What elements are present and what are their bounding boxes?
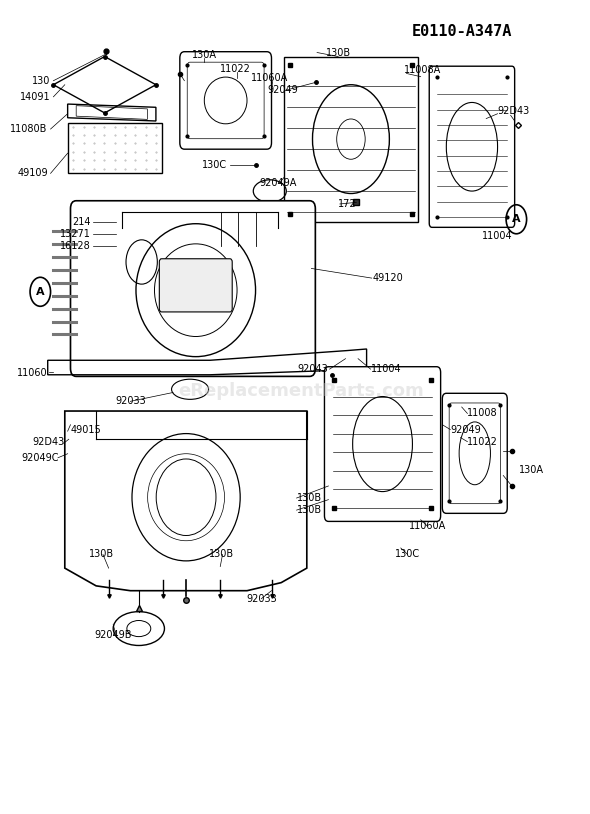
- Text: 92049C: 92049C: [22, 453, 59, 462]
- FancyBboxPatch shape: [442, 393, 507, 514]
- FancyBboxPatch shape: [449, 403, 500, 504]
- Text: 11008A: 11008A: [404, 65, 441, 75]
- Text: 11080B: 11080B: [11, 124, 48, 134]
- Text: 11022: 11022: [467, 436, 499, 447]
- Text: 130B: 130B: [326, 47, 350, 58]
- Text: A: A: [512, 214, 520, 225]
- Text: 92D43: 92D43: [497, 106, 530, 116]
- Text: 92049B: 92049B: [94, 630, 132, 640]
- Text: 92043: 92043: [298, 364, 329, 374]
- Text: 130C: 130C: [395, 549, 420, 559]
- Text: 49015: 49015: [71, 425, 102, 435]
- Text: 16128: 16128: [60, 241, 90, 251]
- Text: 130B: 130B: [297, 493, 322, 503]
- Text: 11004: 11004: [371, 364, 401, 374]
- Text: 11008: 11008: [467, 409, 498, 418]
- FancyBboxPatch shape: [430, 66, 514, 227]
- Text: 172: 172: [338, 199, 357, 209]
- Text: 130B: 130B: [209, 549, 234, 559]
- Text: 130A: 130A: [519, 465, 543, 475]
- Text: 92049: 92049: [267, 85, 299, 95]
- Text: 11060A: 11060A: [251, 73, 289, 83]
- Text: 92033: 92033: [115, 396, 146, 406]
- Text: 14091: 14091: [20, 92, 51, 102]
- Text: E0110-A347A: E0110-A347A: [411, 24, 512, 39]
- Text: 49109: 49109: [17, 168, 48, 178]
- Text: A: A: [36, 287, 45, 297]
- FancyBboxPatch shape: [324, 367, 441, 522]
- Text: 92049A: 92049A: [260, 178, 297, 188]
- Text: 130C: 130C: [202, 160, 227, 170]
- Text: 92049: 92049: [450, 425, 481, 435]
- Text: 11060: 11060: [17, 368, 48, 379]
- Text: 49120: 49120: [372, 273, 403, 283]
- FancyBboxPatch shape: [68, 124, 162, 173]
- Text: 130B: 130B: [89, 549, 114, 559]
- Text: 130B: 130B: [297, 505, 322, 515]
- Text: 13271: 13271: [60, 229, 90, 239]
- Text: 11060A: 11060A: [409, 521, 446, 532]
- Text: 11022: 11022: [220, 63, 251, 73]
- Text: 130A: 130A: [192, 50, 217, 60]
- Text: 214: 214: [72, 217, 90, 226]
- Text: 92D43: 92D43: [32, 436, 65, 447]
- FancyBboxPatch shape: [159, 259, 232, 312]
- Text: eReplacementParts.com: eReplacementParts.com: [178, 382, 424, 400]
- FancyBboxPatch shape: [70, 201, 315, 376]
- FancyBboxPatch shape: [284, 56, 418, 221]
- Text: 11004: 11004: [482, 231, 513, 241]
- FancyBboxPatch shape: [187, 62, 264, 138]
- Text: 92033: 92033: [246, 593, 277, 604]
- Text: 130: 130: [32, 76, 51, 85]
- FancyBboxPatch shape: [180, 52, 271, 149]
